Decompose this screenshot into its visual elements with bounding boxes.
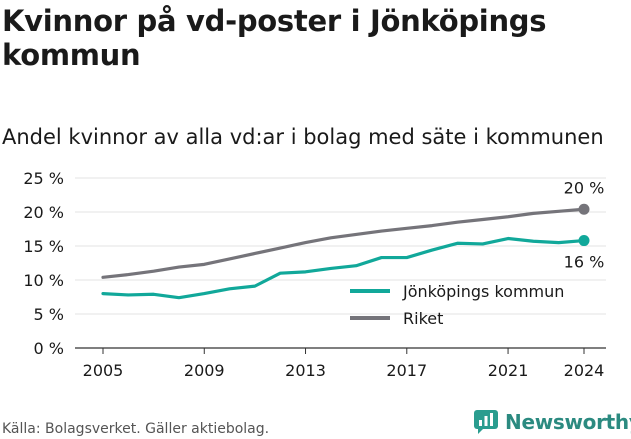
- y-tick-label: 10 %: [23, 271, 64, 290]
- legend-label: Riket: [403, 309, 443, 328]
- series-line-1: [101, 207, 586, 279]
- x-tick-label: 2005: [83, 361, 124, 380]
- x-tick-label: 2021: [488, 361, 529, 380]
- series-end-point: [578, 235, 590, 247]
- series-end-label: 16 %: [564, 253, 605, 272]
- y-tick-label: 20 %: [23, 203, 64, 222]
- y-tick-label: 15 %: [23, 237, 64, 256]
- legend-label: Jönköpings kommun: [402, 282, 564, 301]
- y-tick-label: 5 %: [34, 305, 64, 324]
- brand-logo[interactable]: Newsworthy: [473, 407, 631, 437]
- chart-subtitle: Andel kvinnor av alla vd:ar i bolag med …: [2, 125, 604, 149]
- brand-name: Newsworthy: [505, 410, 631, 434]
- x-tick-label: 2009: [184, 361, 225, 380]
- series-end-point: [578, 203, 590, 215]
- x-tick-label: 2024: [564, 361, 605, 380]
- x-tick-label: 2013: [285, 361, 326, 380]
- page-title: Kvinnor på vd-poster i Jönköpings kommun: [2, 4, 547, 72]
- y-tick-label: 0 %: [34, 339, 64, 358]
- series-end-label: 20 %: [564, 178, 605, 197]
- series-line-0: [101, 236, 586, 300]
- source-note: Källa: Bolagsverket. Gäller aktiebolag.: [2, 421, 270, 437]
- y-tick-label: 25 %: [23, 169, 64, 188]
- x-tick-label: 2017: [386, 361, 427, 380]
- line-chart: 0 % 5 % 10 % 15 % 20 % 25 % 2005 2009 2013 2017 20…: [23, 169, 606, 380]
- newsworthy-logo-icon: [474, 410, 498, 434]
